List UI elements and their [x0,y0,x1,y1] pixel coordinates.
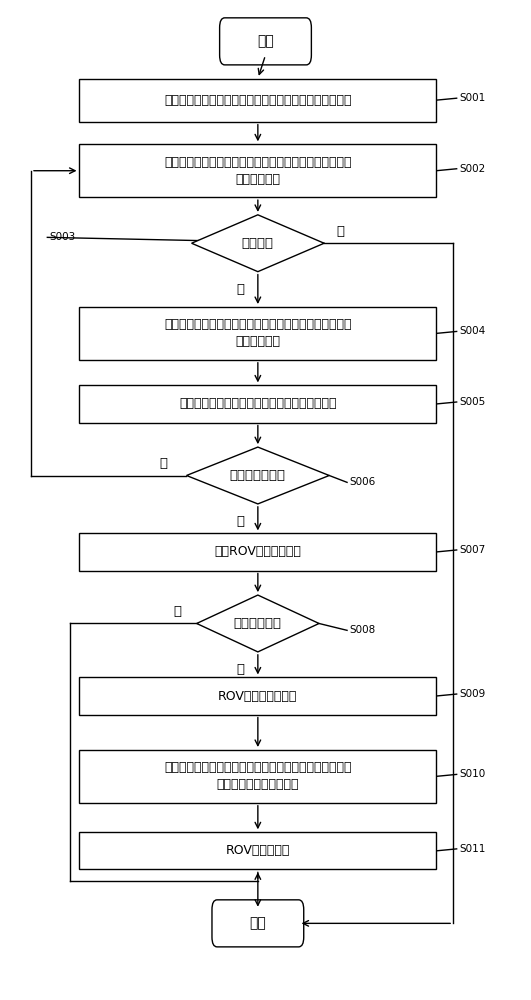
Text: S005: S005 [459,397,485,407]
Text: 释放ROV进行抵进确认: 释放ROV进行抵进确认 [215,545,301,558]
Text: 完成巡检: 完成巡检 [242,237,274,250]
Text: S011: S011 [459,844,485,854]
Text: 拖曳线列阵声纳采集特定频段声信号，上传的到巡检船上
的监控中心。: 拖曳线列阵声纳采集特定频段声信号，上传的到巡检船上 的监控中心。 [164,318,352,348]
Polygon shape [186,447,329,504]
Text: 监控中心分析采集到的声信号，得到其指向性。: 监控中心分析采集到的声信号，得到其指向性。 [179,397,337,410]
Bar [80,533,436,571]
Text: 安装高压脉冲发生装置，产生特定参数的高压脉冲信号。: 安装高压脉冲发生装置，产生特定参数的高压脉冲信号。 [164,94,352,107]
Text: 否: 否 [236,283,244,296]
Text: S009: S009 [459,689,485,699]
Text: 巡检船计算声信标的地理坐标位置和深度信息，发送给陆
上海底动力电缆维护人员: 巡检船计算声信标的地理坐标位置和深度信息，发送给陆 上海底动力电缆维护人员 [164,761,352,791]
Text: 否: 否 [173,605,181,618]
Bar [80,832,436,869]
Polygon shape [192,215,324,272]
Bar [80,750,436,803]
Text: S002: S002 [459,164,485,174]
Text: 是: 是 [236,515,244,528]
Text: S003: S003 [50,232,76,242]
Bar [80,79,436,122]
Text: S004: S004 [459,326,485,336]
Text: 是: 是 [337,225,345,238]
Text: S007: S007 [459,545,485,555]
Bar [80,307,436,360]
Text: ROV放置专用声信标: ROV放置专用声信标 [218,690,297,702]
Polygon shape [196,595,319,652]
Text: S008: S008 [349,625,376,635]
Bar [80,385,436,423]
Text: 否: 否 [159,457,168,470]
Bar [80,144,436,197]
Text: 是: 是 [236,663,244,676]
Text: 结束: 结束 [250,916,266,930]
Text: 巡检船释放拖曳线列阵声纳，沿海底动力电缆铺设路径进
行定速巡航。: 巡检船释放拖曳线列阵声纳，沿海底动力电缆铺设路径进 行定速巡航。 [164,156,352,186]
Bar [80,677,436,715]
Text: S001: S001 [459,93,485,103]
Text: 开始: 开始 [257,34,274,48]
Text: 局部放电现象: 局部放电现象 [234,617,282,630]
Text: S006: S006 [349,477,376,487]
Text: ROV返回巡检船: ROV返回巡检船 [226,844,290,857]
FancyBboxPatch shape [212,900,304,947]
Text: S010: S010 [459,769,485,779]
FancyBboxPatch shape [220,18,311,65]
Text: 指向性是否显著: 指向性是否显著 [230,469,286,482]
